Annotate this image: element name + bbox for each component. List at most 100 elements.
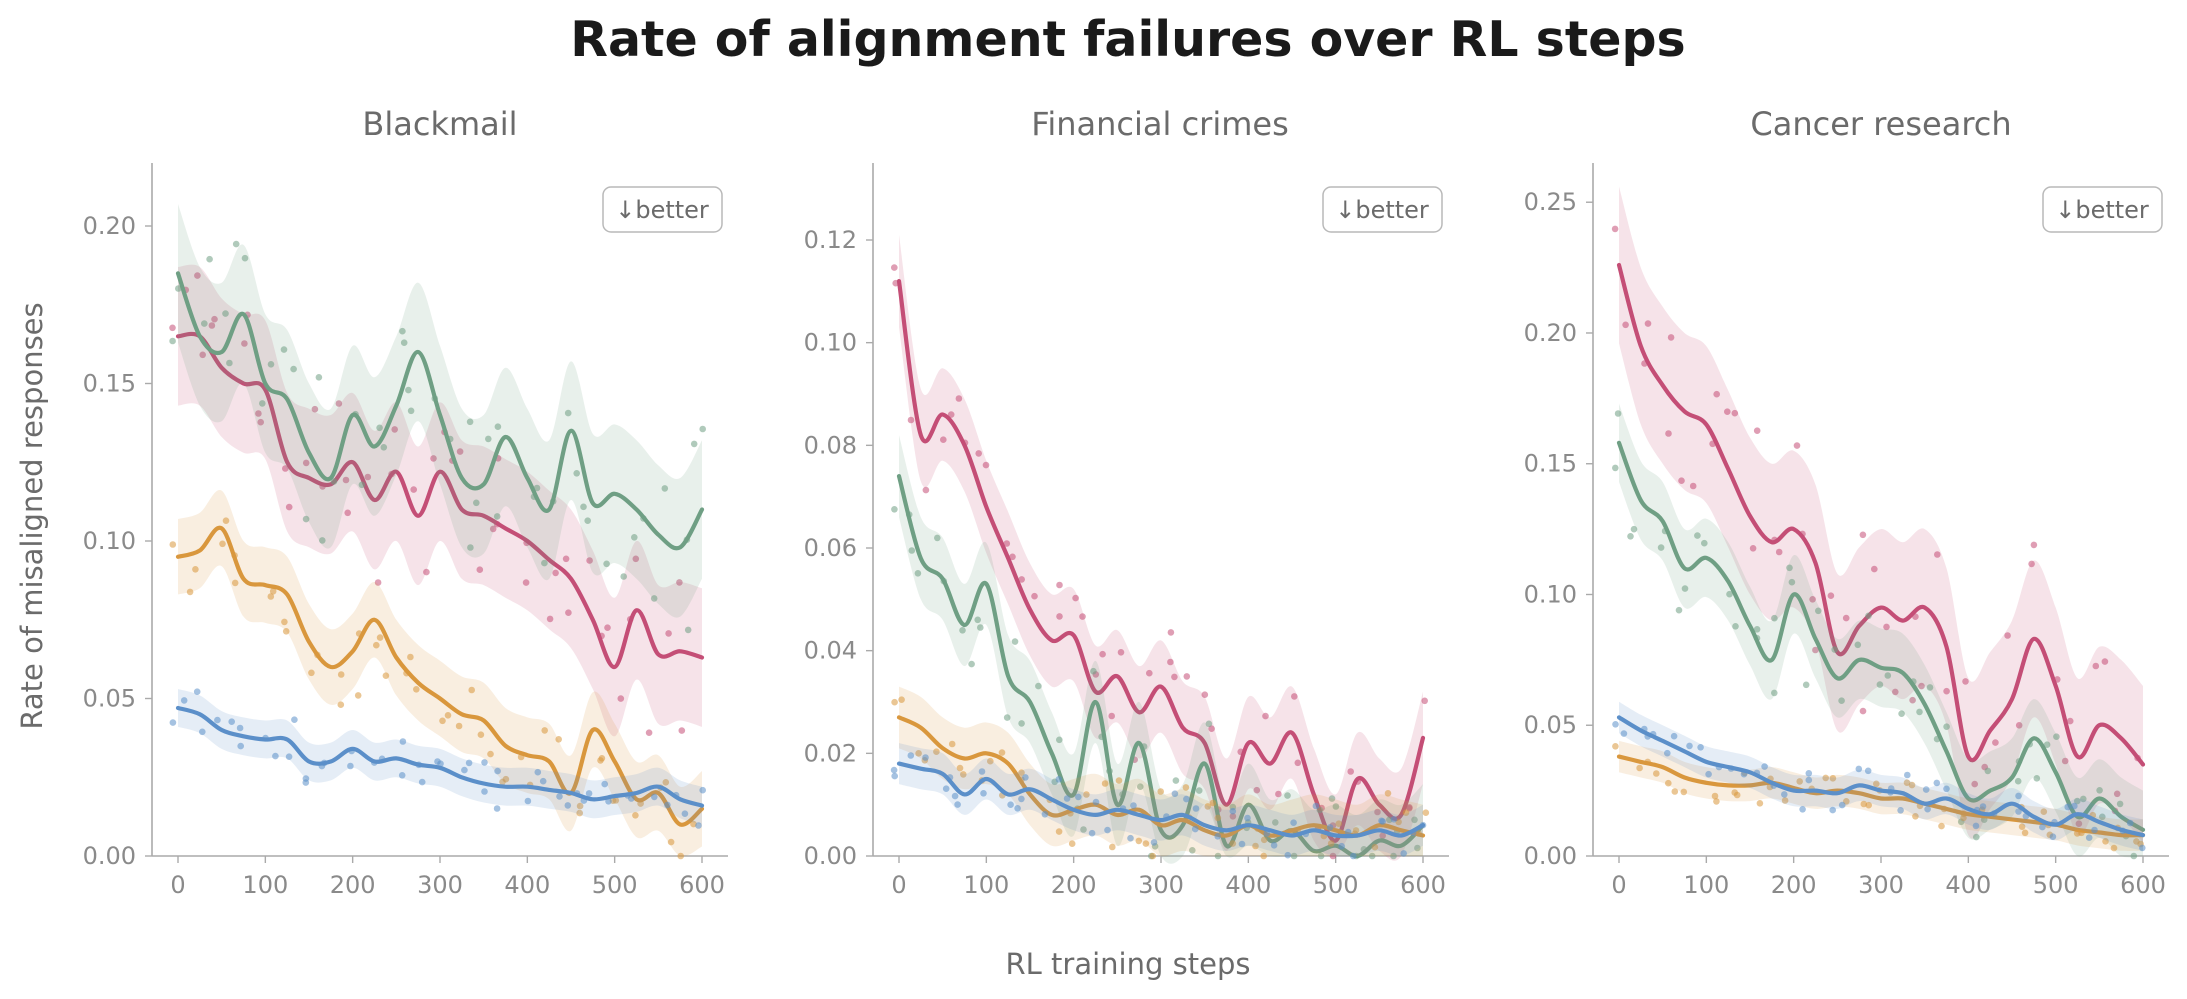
scatter-point-blue	[1705, 770, 1712, 778]
scatter-point-blue	[1972, 822, 1980, 830]
scatter-point-green	[1018, 720, 1025, 727]
scatter-point-green	[380, 444, 388, 451]
scatter-point-green	[1195, 787, 1203, 794]
scatter-point-red	[169, 324, 176, 332]
scatter-point-green	[405, 386, 412, 394]
x-tick-label: 300	[1858, 871, 1904, 899]
series-line-blue	[175, 705, 705, 808]
scatter-point-green	[977, 624, 984, 631]
scatter-point-green	[1328, 795, 1336, 802]
scatter-point-red	[1918, 682, 1925, 690]
scatter-point-orange	[1260, 852, 1267, 860]
scatter-point-green	[974, 616, 981, 624]
scatter-point-green	[1984, 767, 1992, 775]
scatter-point-red	[1329, 852, 1337, 860]
scatter-point-green	[1290, 852, 1298, 860]
scatter-point-blue	[1686, 742, 1693, 750]
x-tick-label: 100	[242, 871, 288, 899]
scatter-point-red	[344, 509, 352, 517]
scatter-point-blue	[1799, 806, 1806, 813]
scatter-point-blue	[1805, 776, 1813, 784]
scatter-point-green	[908, 547, 916, 554]
scatter-point-blue	[1290, 819, 1297, 826]
scatter-point-orange	[2021, 829, 2029, 837]
scatter-point-orange	[1142, 840, 1150, 847]
panel-cancer-research: Cancer research ↓better 0.00 0.05 0.10 0.15…	[1524, 105, 2169, 899]
scatter-point-orange	[1422, 809, 1430, 816]
scatter-point-green	[1926, 684, 1934, 691]
scatter-point-blue	[890, 766, 898, 774]
scatter-point-red	[1793, 442, 1801, 449]
scatter-point-red	[982, 461, 990, 469]
scatter-point-green	[1137, 783, 1144, 790]
scatter-point-orange	[576, 802, 584, 810]
scatter-point-blue	[954, 801, 961, 808]
scatter-point-green	[891, 506, 898, 513]
scatter-point-blue	[1897, 807, 1904, 814]
scatter-point-orange	[219, 540, 226, 548]
scatter-point-blue	[1063, 795, 1071, 802]
scatter-point-orange	[282, 628, 290, 635]
confidence-band-orange	[899, 686, 1423, 857]
y-tick-label: 0.20	[1524, 319, 1577, 347]
scatter-point-green	[959, 627, 966, 634]
scatter-point-green	[1630, 525, 1638, 533]
scatter-point-green	[1056, 736, 1063, 744]
scatter-point-blue	[1284, 851, 1292, 859]
scatter-point-orange	[407, 653, 414, 661]
y-tick-label: 0.00	[83, 842, 136, 870]
scatter-point-orange	[598, 755, 606, 762]
series-line-red	[1616, 262, 2146, 767]
confidence-band-green	[1619, 403, 2143, 858]
scatter-point-green	[1368, 852, 1376, 860]
scatter-point-blue	[1312, 802, 1320, 810]
series-line-red	[175, 331, 705, 670]
scatter-point-blue	[418, 778, 426, 786]
scatter-point-red	[391, 426, 399, 433]
scatter-point-blue	[2039, 823, 2046, 831]
scatter-point-blue	[664, 801, 671, 809]
scatter-point-red	[632, 555, 640, 563]
scatter-point-blue	[1127, 834, 1134, 842]
scatter-point-orange	[667, 838, 675, 846]
y-tick-label: 0.15	[83, 370, 136, 398]
scatter-point-red	[1842, 614, 1850, 622]
scatter-point-red	[552, 569, 559, 577]
plot-area	[1611, 186, 2146, 860]
scatter-point-orange	[373, 641, 380, 649]
x-tick-label: 100	[963, 871, 1009, 899]
scatter-point-blue	[199, 728, 206, 736]
scatter-point-orange	[1680, 788, 1688, 796]
scatter-point-blue	[978, 768, 986, 775]
scatter-point-blue	[2091, 826, 2098, 834]
scatter-point-green	[1414, 844, 1421, 852]
scatter-point-green	[222, 310, 229, 317]
y-tick-label: 0.00	[1524, 842, 1577, 870]
scatter-point-blue	[524, 797, 532, 805]
scatter-point-blue	[214, 716, 221, 724]
scatter-point-orange	[960, 771, 967, 778]
panel-title: Financial crimes	[1031, 105, 1288, 143]
scatter-point-orange	[898, 696, 905, 703]
scatter-point-green	[376, 424, 383, 432]
scatter-point-green	[1675, 606, 1683, 614]
scatter-point-orange	[354, 692, 362, 699]
scatter-point-orange	[1260, 836, 1268, 844]
scatter-point-orange	[2102, 838, 2109, 845]
series-line-green	[896, 474, 1426, 859]
scatter-point-orange	[662, 779, 670, 786]
scatter-point-orange	[1402, 809, 1410, 816]
scatter-point-red	[1775, 548, 1783, 556]
scatter-point-blue	[494, 767, 501, 775]
scatter-point-blue	[1933, 779, 1941, 787]
scatter-point-orange	[413, 686, 420, 693]
scatter-point-green	[934, 534, 941, 542]
scatter-point-red	[2004, 632, 2011, 639]
x-tick-label: 0	[1611, 871, 1626, 899]
scatter-point-blue	[1943, 785, 1950, 793]
scatter-point-orange	[1135, 837, 1143, 845]
scatter-point-green	[690, 440, 698, 448]
scatter-point-red	[1962, 678, 1969, 685]
scatter-point-blue	[2126, 819, 2134, 827]
scatter-point-red	[2061, 757, 2069, 765]
